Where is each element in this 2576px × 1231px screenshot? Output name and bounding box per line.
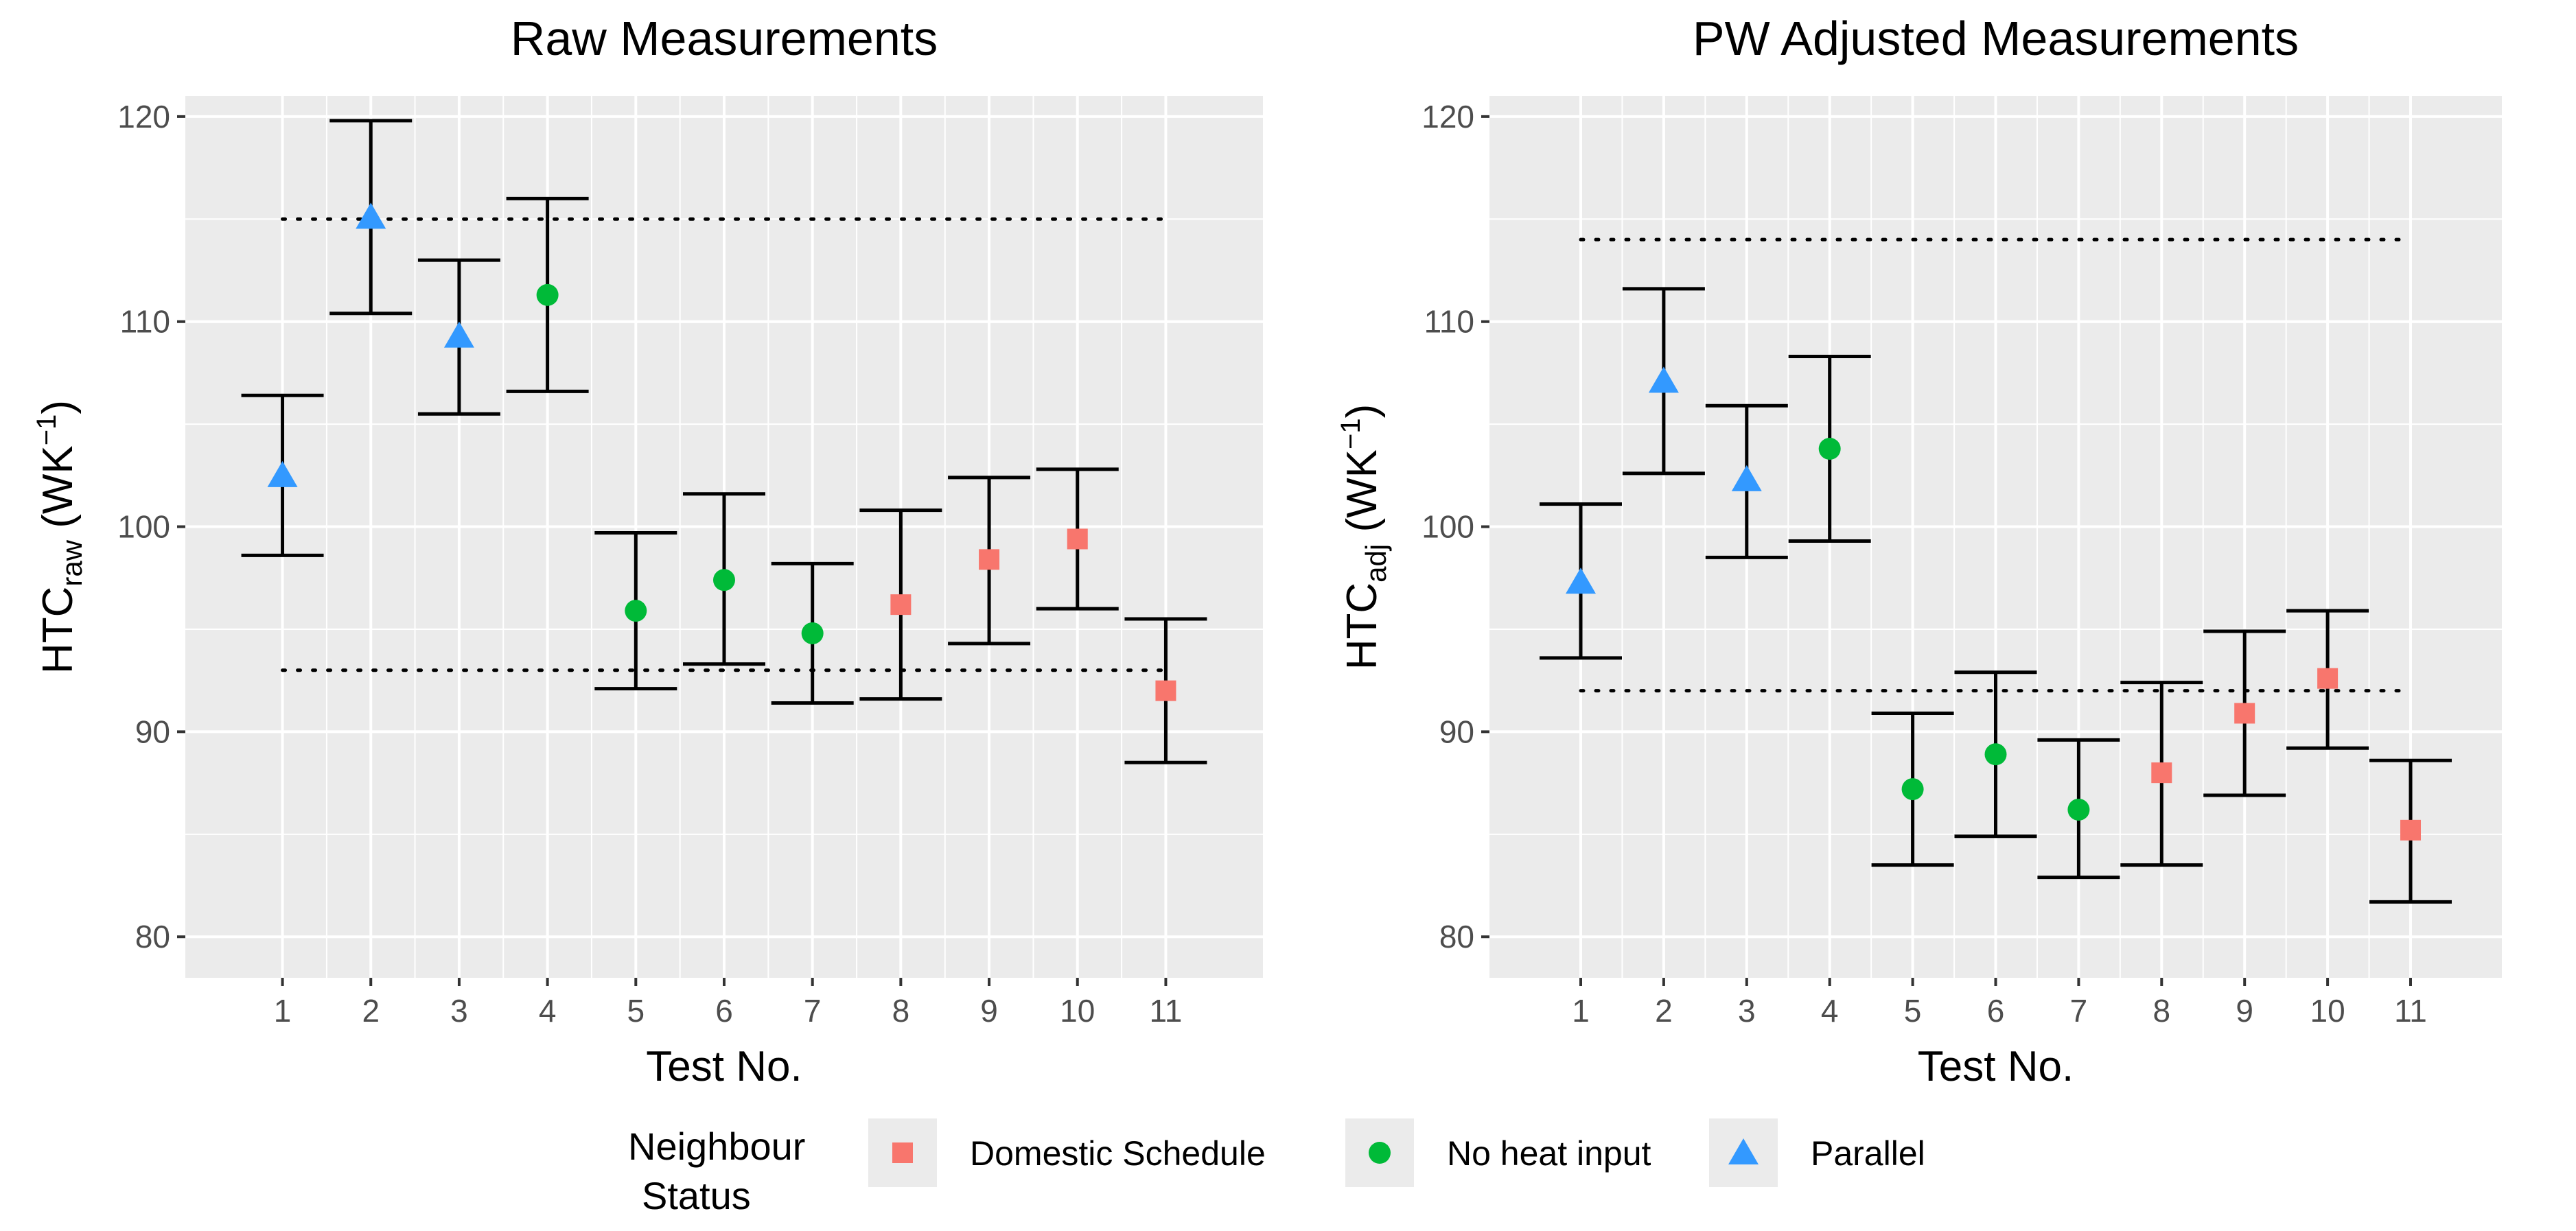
x-tick-label: 5 bbox=[627, 993, 645, 1029]
y-axis-title-sub: raw bbox=[56, 539, 88, 586]
data-point-10 bbox=[2317, 668, 2339, 689]
y-tick-label: 110 bbox=[1424, 304, 1474, 340]
legend-key-square bbox=[892, 1142, 913, 1163]
x-tick-label: 2 bbox=[1655, 993, 1673, 1029]
y-axis-title: HTCadj (WK−1) bbox=[1336, 404, 1392, 670]
y-axis-title-sup: −1 bbox=[32, 414, 62, 446]
data-point-7 bbox=[2067, 798, 2090, 821]
legend-title-line1: Neighbour bbox=[628, 1125, 805, 1168]
x-tick-label: 6 bbox=[715, 993, 733, 1029]
y-tick-label: 110 bbox=[120, 304, 170, 340]
data-point-6 bbox=[1984, 743, 2007, 766]
x-axis-title: Test No. bbox=[1918, 1043, 2074, 1090]
chart-title: PW Adjusted Measurements bbox=[1693, 12, 2299, 65]
x-tick-label: 3 bbox=[450, 993, 468, 1029]
legend-label: Domestic Schedule bbox=[970, 1134, 1266, 1173]
x-tick-label: 4 bbox=[539, 993, 557, 1029]
data-point-3 bbox=[1731, 465, 1762, 491]
y-tick-label: 80 bbox=[135, 919, 170, 954]
y-axis-title-main: HTC bbox=[34, 587, 82, 674]
y-tick-label: 80 bbox=[1439, 919, 1474, 954]
data-point-11 bbox=[1155, 680, 1176, 701]
x-tick-label: 8 bbox=[892, 993, 910, 1029]
data-point-8 bbox=[890, 594, 912, 616]
data-point-5 bbox=[625, 600, 647, 622]
data-point-4 bbox=[1818, 438, 1841, 460]
x-tick-label: 5 bbox=[1904, 993, 1922, 1029]
x-tick-label: 4 bbox=[1821, 993, 1839, 1029]
y-axis-title-unit: (WK bbox=[1338, 449, 1386, 544]
y-tick-label: 100 bbox=[1422, 509, 1474, 545]
data-point-11 bbox=[2400, 819, 2422, 841]
data-point-5 bbox=[1901, 778, 1924, 801]
x-tick-label: 1 bbox=[274, 993, 292, 1029]
legend: Neighbour Status Domestic Schedule No heat … bbox=[628, 1118, 1925, 1217]
y-tick-label: 90 bbox=[1439, 714, 1474, 749]
data-point-10 bbox=[1067, 528, 1088, 550]
y-tick-label: 100 bbox=[117, 509, 170, 545]
legend-item-2: No heat input bbox=[1345, 1118, 1651, 1187]
data-point-6 bbox=[713, 569, 735, 591]
x-tick-label: 1 bbox=[1572, 993, 1590, 1029]
data-point-2 bbox=[356, 202, 386, 229]
x-tick-label: 9 bbox=[2236, 993, 2253, 1029]
x-tick-label: 3 bbox=[1738, 993, 1756, 1029]
legend-label: No heat input bbox=[1447, 1134, 1651, 1173]
x-tick-label: 10 bbox=[2310, 993, 2345, 1029]
y-axis-title-sup: −1 bbox=[1336, 418, 1366, 449]
data-point-1 bbox=[267, 460, 298, 487]
y-axis-title: HTCraw (WK−1) bbox=[32, 400, 88, 674]
x-tick-label: 9 bbox=[980, 993, 998, 1029]
data-point-2 bbox=[1648, 366, 1679, 393]
data-point-1 bbox=[1565, 567, 1596, 594]
legend-title-line2: Status bbox=[642, 1174, 751, 1217]
data-point-4 bbox=[536, 283, 559, 306]
data-point-9 bbox=[979, 549, 1000, 570]
chart-panel-1: 80 90 100 110 120 1 2 3 4 5 6 7 8 9 10 11 Raw Measuremen… bbox=[32, 12, 1263, 1090]
y-tick-label: 90 bbox=[135, 714, 170, 749]
data-point-9 bbox=[2234, 703, 2255, 724]
chart-title: Raw Measurements bbox=[511, 12, 938, 65]
x-tick-label: 7 bbox=[2070, 993, 2088, 1029]
x-tick-label: 11 bbox=[1150, 993, 1183, 1029]
y-axis-title-close: ) bbox=[1338, 404, 1386, 419]
y-axis-title-main: HTC bbox=[1338, 583, 1386, 670]
y-axis-title-sub: adj bbox=[1360, 544, 1392, 583]
legend-key-circle bbox=[1369, 1142, 1391, 1164]
data-point-8 bbox=[2151, 762, 2172, 784]
legend-key-triangle bbox=[1728, 1138, 1759, 1164]
chart-panel-2: 80 90 100 110 120 1 2 3 4 5 6 7 8 9 10 11 PW Adjusted Me… bbox=[1336, 12, 2502, 1090]
x-axis-title: Test No. bbox=[646, 1043, 802, 1090]
legend-label: Parallel bbox=[1811, 1134, 1925, 1173]
x-tick-label: 11 bbox=[2394, 993, 2427, 1029]
data-point-3 bbox=[443, 321, 474, 348]
x-tick-label: 6 bbox=[1987, 993, 2005, 1029]
x-tick-label: 10 bbox=[1060, 993, 1095, 1029]
x-tick-label: 8 bbox=[2153, 993, 2171, 1029]
legend-item-3: Parallel bbox=[1709, 1118, 1925, 1187]
y-tick-label: 120 bbox=[1422, 99, 1474, 134]
y-axis-title-close: ) bbox=[34, 400, 82, 414]
x-tick-label: 7 bbox=[804, 993, 822, 1029]
data-point-7 bbox=[801, 622, 824, 644]
legend-item-1: Domestic Schedule bbox=[868, 1118, 1266, 1187]
y-tick-label: 120 bbox=[117, 99, 170, 134]
x-tick-label: 2 bbox=[362, 993, 380, 1029]
y-axis-title-unit: (WK bbox=[34, 445, 82, 540]
